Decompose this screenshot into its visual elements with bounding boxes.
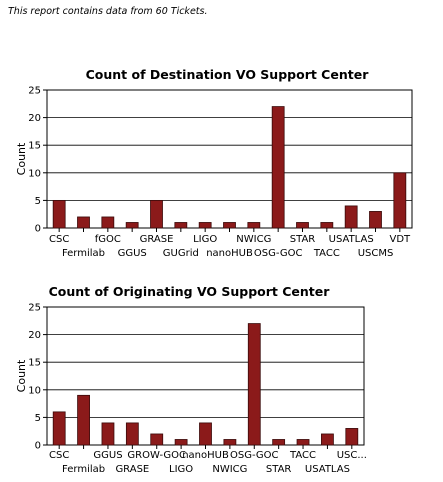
x-tick-label: nanoHUB [182, 450, 229, 461]
bar [271, 106, 285, 229]
bar [296, 439, 310, 446]
y-tick-label: 15 [28, 141, 41, 152]
x-tick-label: nanoHUB [206, 248, 253, 259]
bar [321, 433, 334, 446]
bar [345, 428, 359, 446]
bar [393, 172, 407, 229]
x-tick-label: USATLAS [305, 464, 350, 475]
x-tick-label: GROW-GOC [127, 450, 186, 461]
bar [296, 222, 309, 229]
bar [198, 222, 212, 229]
y-axis-label: Count [15, 359, 28, 392]
x-tick-label: OSG-GOC [254, 248, 303, 259]
bar [52, 199, 66, 229]
x-tick-label: USC... [337, 450, 367, 461]
x-tick-label: GRASE [115, 464, 149, 475]
bar [125, 222, 139, 229]
destination-chart: Count of Destination VO Support Center Co… [15, 67, 413, 259]
bar [199, 422, 212, 446]
bar [125, 422, 139, 446]
x-tick-label: Fermilab [62, 248, 105, 259]
bar [320, 222, 334, 229]
plot-area [46, 89, 413, 229]
y-tick-label: 20 [28, 330, 41, 341]
x-tick-label: NWICG [236, 234, 271, 245]
x-tick-label: LIGO [169, 464, 193, 475]
chart-title: Count of Originating VO Support Center [49, 284, 331, 299]
bar [101, 422, 115, 446]
y-tick-label: 15 [28, 358, 41, 369]
plot-area [46, 306, 365, 446]
x-tick-label: GGUS [93, 450, 122, 461]
bar [150, 199, 163, 229]
bar [101, 216, 115, 229]
y-tick-label: 10 [28, 385, 41, 396]
chart-title: Count of Destination VO Support Center [86, 67, 370, 82]
bar [77, 394, 90, 446]
x-tick-label: USCMS [358, 248, 394, 259]
x-tick-label: GUGrid [163, 248, 199, 259]
bar [247, 323, 261, 446]
x-tick-label: CSC [49, 234, 69, 245]
x-tick-label: OSG-GOC [230, 450, 279, 461]
x-tick-label: NWICG [212, 464, 247, 475]
x-tick-label: CSC [49, 450, 69, 461]
bar [272, 439, 286, 446]
bar [247, 222, 261, 229]
y-tick-label: 5 [35, 196, 41, 207]
report-note: This report contains data from 60 Ticket… [8, 6, 208, 17]
x-tick-label: fGOC [95, 234, 121, 245]
x-tick-label: STAR [290, 234, 316, 245]
bar [150, 433, 164, 446]
x-tick-label: TACC [289, 450, 316, 461]
y-tick-label: 0 [35, 224, 41, 235]
bar [223, 222, 236, 229]
y-tick-label: 25 [28, 303, 41, 314]
x-tick-label: VDT [390, 234, 412, 245]
x-tick-label: GGUS [118, 248, 147, 259]
bar [174, 439, 188, 446]
bar [174, 222, 188, 229]
y-tick-label: 10 [28, 168, 41, 179]
x-tick-label: Fermilab [62, 464, 105, 475]
bar [223, 439, 237, 446]
y-tick-label: 5 [35, 413, 41, 424]
bar [52, 411, 66, 446]
x-tick-label: TACC [313, 248, 340, 259]
bar [344, 205, 358, 229]
y-tick-label: 0 [35, 441, 41, 452]
bar [369, 211, 382, 229]
x-tick-label: STAR [266, 464, 292, 475]
x-tick-label: LIGO [193, 234, 217, 245]
bar [77, 216, 90, 229]
x-tick-label: USATLAS [329, 234, 374, 245]
y-tick-label: 20 [28, 113, 41, 124]
originating-chart: Count of Originating VO Support Center Co… [15, 284, 367, 475]
x-tick-label: GRASE [140, 234, 174, 245]
y-tick-label: 25 [28, 86, 41, 97]
y-axis-label: Count [15, 142, 28, 175]
